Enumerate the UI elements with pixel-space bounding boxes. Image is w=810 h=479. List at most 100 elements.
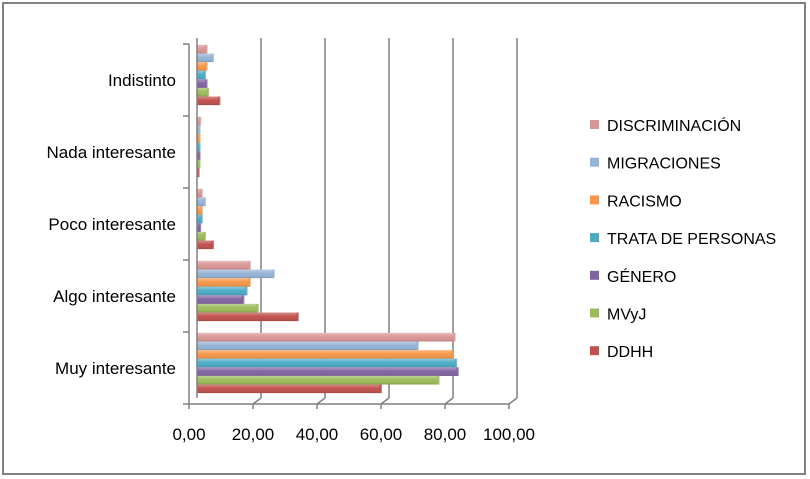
- bar: [197, 159, 201, 169]
- bar: [197, 44, 208, 54]
- bar-shade: [197, 197, 205, 207]
- bar-shade: [197, 116, 201, 126]
- legend-swatch: [590, 157, 599, 167]
- bar-shade: [197, 295, 244, 304]
- bar: [197, 53, 214, 63]
- bar-end: [379, 384, 382, 394]
- bar: [197, 134, 201, 143]
- bar-end: [451, 350, 454, 359]
- bar: [197, 350, 454, 359]
- bar: [197, 151, 201, 160]
- category-labels: Muy interesante Algo interesante Poco inte…: [47, 71, 176, 378]
- bar-end: [272, 269, 275, 279]
- bar-end: [198, 125, 201, 135]
- bar: [197, 87, 210, 97]
- bar: [197, 295, 245, 304]
- bar: [197, 214, 203, 224]
- bar: [197, 286, 248, 296]
- bar-shade: [197, 260, 250, 270]
- bar-end: [211, 53, 214, 63]
- category-label: Indistinto: [108, 71, 176, 90]
- bar: [197, 206, 203, 215]
- legend-label: MVyJ: [607, 307, 646, 324]
- bar-end: [217, 96, 221, 106]
- bar-end: [198, 134, 201, 143]
- bar: [197, 116, 202, 126]
- bar-shade: [197, 188, 202, 198]
- legend-swatch: [590, 195, 599, 205]
- legend-swatch: [590, 308, 599, 318]
- bar-end: [437, 375, 440, 385]
- bar-end: [203, 231, 206, 241]
- bar-end: [453, 332, 456, 342]
- bar: [197, 231, 206, 241]
- bar-shade: [197, 350, 453, 359]
- bar-shade: [197, 286, 247, 296]
- bar-end: [296, 312, 299, 322]
- bar-shade: [197, 96, 220, 106]
- axes: [183, 38, 510, 409]
- legend-item: RACISMO: [590, 193, 682, 210]
- x-tick-labels: 0,00 20,00 40,00 60,00 80,00 100,00: [172, 425, 535, 444]
- legend-item: DDHH: [590, 344, 653, 361]
- bar-shade: [197, 53, 213, 63]
- bar-end: [203, 197, 206, 207]
- bar-end: [200, 206, 203, 215]
- bar-shade: [197, 332, 455, 342]
- legend-swatch: [590, 120, 599, 129]
- bar-shade: [197, 87, 209, 97]
- x-tick-label: 20,00: [232, 425, 275, 444]
- bar-end: [248, 278, 251, 287]
- bar-end: [198, 116, 202, 126]
- legend-label: GÉNERO: [607, 267, 676, 286]
- bar: [197, 260, 251, 270]
- category-label: Nada interesante: [47, 143, 176, 162]
- legend-item: GÉNERO: [590, 267, 676, 286]
- bar: [197, 375, 440, 385]
- bar-shade: [197, 214, 202, 224]
- bar-end: [198, 159, 201, 169]
- bar-end: [256, 303, 259, 313]
- bar: [197, 168, 200, 178]
- bar-shade: [197, 231, 205, 241]
- x-tick-label: 100,00: [483, 425, 535, 444]
- bar-shade: [197, 269, 274, 279]
- bar-end: [211, 240, 214, 250]
- bar-shade: [197, 312, 298, 322]
- bar-end: [248, 260, 251, 270]
- legend-swatch: [590, 233, 599, 243]
- bar: [197, 142, 201, 152]
- bar: [197, 341, 419, 351]
- legend-label: MIGRACIONES: [607, 156, 721, 173]
- bar-end: [198, 151, 201, 160]
- x-tick-label: 0,00: [172, 425, 205, 444]
- bar-end: [456, 367, 459, 376]
- bar-end: [241, 295, 245, 304]
- bar-shade: [197, 367, 458, 376]
- category-label: Muy interesante: [55, 359, 176, 378]
- bar-end: [245, 286, 248, 296]
- bar-shade: [197, 70, 205, 80]
- bars-group: [197, 44, 459, 394]
- bar-end: [454, 358, 458, 368]
- x-tick-label: 40,00: [296, 425, 339, 444]
- bar-end: [200, 214, 203, 224]
- legend-item: DISCRIMINACIÓN: [590, 116, 741, 135]
- legend-item: TRATA DE PERSONAS: [590, 231, 776, 248]
- bar: [197, 125, 201, 135]
- bar-shade: [197, 44, 207, 54]
- gridline-floor: [252, 397, 262, 405]
- legend-label: DISCRIMINACIÓN: [607, 116, 741, 135]
- bar-end: [205, 79, 208, 88]
- bar-end: [200, 188, 203, 198]
- bar-end: [205, 62, 208, 71]
- bar-shade: [197, 278, 250, 287]
- legend-item: MIGRACIONES: [590, 156, 721, 173]
- bar: [197, 303, 259, 313]
- bar: [197, 312, 299, 322]
- bar-end: [205, 44, 208, 54]
- category-label: Algo interesante: [53, 287, 176, 306]
- bar: [197, 188, 203, 198]
- bar-shade: [197, 79, 207, 88]
- gridline-floor: [508, 397, 518, 405]
